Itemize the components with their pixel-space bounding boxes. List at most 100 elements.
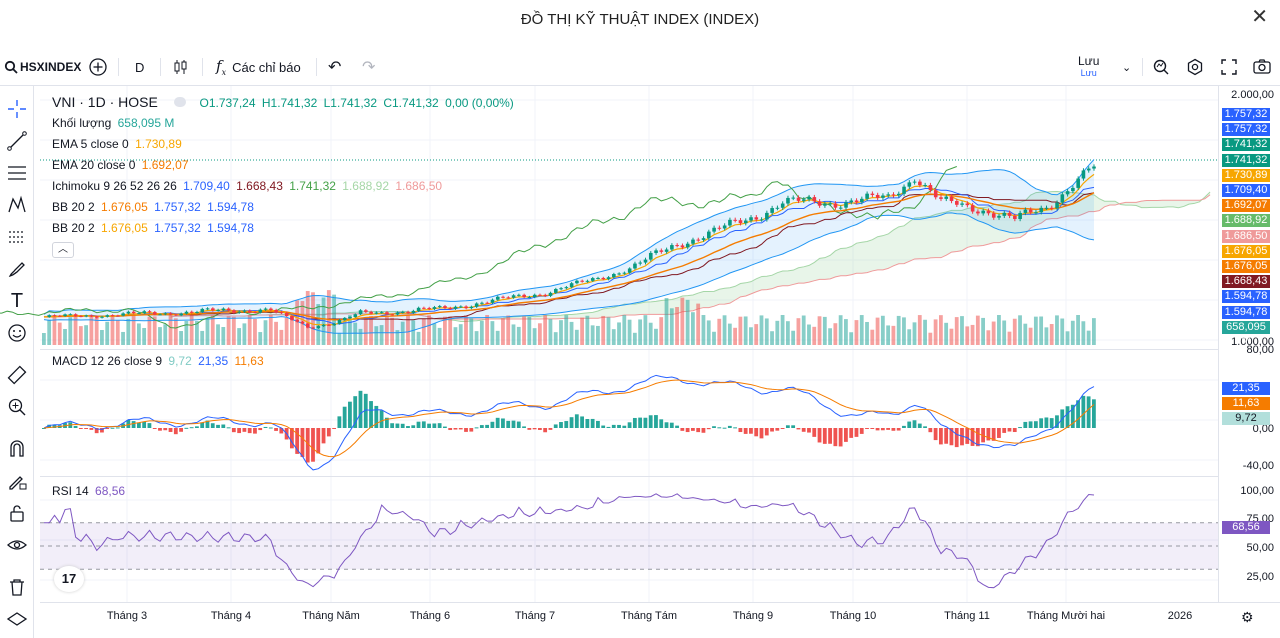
volume-bar: [253, 318, 257, 345]
interval-button[interactable]: D: [135, 59, 145, 75]
macd-histogram-bar: [960, 428, 964, 446]
legend-ema5[interactable]: EMA 5 close 0 1.730,89: [52, 137, 185, 151]
trash-icon[interactable]: [4, 574, 30, 600]
pattern-icon[interactable]: [4, 192, 30, 218]
brush-icon[interactable]: [4, 256, 30, 282]
volume-bar: [78, 326, 83, 345]
candle-body: [501, 296, 505, 298]
zoom-in-icon[interactable]: [4, 394, 30, 420]
candle-body: [696, 239, 701, 241]
volume-bar: [179, 331, 183, 345]
volume-bar: [363, 317, 368, 345]
volume-bar: [648, 322, 653, 345]
trend-line-icon[interactable]: [4, 128, 30, 154]
volume-bar: [258, 332, 263, 345]
fib-retracement-icon[interactable]: [4, 160, 30, 186]
legend-bb1[interactable]: BB 20 2 1.676,05 1.757,32 1.594,78: [52, 200, 257, 214]
emoji-icon[interactable]: [4, 320, 30, 346]
legend-ema20[interactable]: EMA 20 close 0 1.692,07: [52, 158, 191, 172]
chart-type-button[interactable]: [172, 48, 190, 86]
quick-search-button[interactable]: [1152, 48, 1170, 86]
settings-button[interactable]: [1186, 48, 1204, 86]
macd-histogram-bar: [89, 428, 94, 430]
volume-bar: [73, 316, 78, 345]
window-titlebar: ĐỒ THỊ KỸ THUẬT INDEX (INDEX) ✕: [0, 0, 1280, 46]
volume-bar: [770, 331, 774, 345]
projection-icon[interactable]: [4, 224, 30, 250]
axis-settings-icon[interactable]: ⚙: [1241, 609, 1254, 625]
macd-histogram-bar: [395, 423, 400, 428]
collapse-legend-button[interactable]: ︿: [52, 242, 74, 258]
macd-histogram-bar: [543, 428, 548, 433]
lock-icon[interactable]: [4, 500, 30, 526]
price-tag: 658,095 M: [1222, 320, 1270, 346]
macd-histogram-bar: [717, 427, 722, 429]
add-symbol-button[interactable]: [88, 48, 108, 86]
candle-body: [712, 227, 716, 232]
magnet-icon[interactable]: [4, 436, 30, 462]
candle-body: [179, 313, 183, 316]
text-tool-icon[interactable]: T: [10, 289, 24, 312]
candle-body: [849, 200, 854, 203]
collapse-button[interactable]: [174, 97, 187, 107]
candle-body: [854, 200, 859, 203]
symbol-search[interactable]: HSXINDEX: [4, 48, 81, 86]
crosshair-icon[interactable]: [4, 96, 30, 122]
volume-bar: [432, 323, 437, 345]
undo-icon[interactable]: ↶: [328, 59, 342, 76]
macd-histogram-bar: [743, 428, 748, 434]
snapshot-button[interactable]: [1252, 48, 1272, 86]
macd-histogram-bar: [923, 426, 927, 428]
price-axis-bottom: 1.000,00: [1231, 336, 1274, 348]
volume-bar: [142, 327, 147, 345]
pane-divider[interactable]: [40, 476, 1218, 477]
redo-icon[interactable]: ↷: [362, 59, 376, 76]
ruler-icon[interactable]: [4, 362, 30, 388]
candle-body: [153, 312, 157, 315]
legend-bb2[interactable]: BB 20 2 1.676,05 1.757,32 1.594,78: [52, 221, 257, 235]
volume-bar: [94, 317, 99, 345]
volume-bar: [791, 330, 796, 345]
save-button[interactable]: Lưu Lưu: [1078, 48, 1099, 86]
volume-bar: [495, 330, 500, 345]
macd-histogram-bar: [168, 428, 173, 432]
macd-histogram-bar: [216, 424, 220, 428]
volume-bar: [923, 319, 927, 345]
legend-macd[interactable]: MACD 12 26 close 9 9,72 21,35 11,63: [52, 354, 267, 368]
layers-icon[interactable]: [4, 608, 30, 634]
candle-body: [796, 197, 801, 201]
legend-ichimoku[interactable]: Ichimoku 9 26 52 26 26 1.709,40 1.668,43…: [52, 179, 445, 193]
macd-histogram-bar: [1018, 427, 1022, 429]
legend-volume[interactable]: Khối lượng 658,095 M: [52, 116, 177, 130]
candle-body: [453, 306, 458, 309]
candle-body: [1060, 194, 1065, 203]
pane-divider[interactable]: [40, 349, 1218, 350]
volume-bar: [828, 328, 832, 345]
ichimoku-v4: 1.688,92: [342, 179, 390, 193]
macd-histogram-bar: [659, 419, 664, 428]
macd-histogram-bar: [638, 417, 643, 428]
drawing-toolbar: T: [0, 86, 34, 638]
ichimoku-kijun-line: [43, 192, 1095, 321]
fullscreen-button[interactable]: [1220, 48, 1238, 86]
close-icon[interactable]: ✕: [1251, 6, 1268, 28]
volume-bar: [981, 317, 985, 345]
macd-histogram-bar: [590, 418, 595, 428]
eye-icon[interactable]: [4, 532, 30, 558]
volume-bar: [875, 317, 880, 345]
candle-body: [801, 199, 806, 201]
macd-histogram-bar: [152, 428, 157, 429]
legend-rsi[interactable]: RSI 14 68,56: [52, 484, 128, 498]
candle-body: [738, 220, 743, 224]
macd-histogram-bar: [311, 428, 315, 462]
candle-body: [258, 309, 263, 313]
candle-body: [437, 306, 442, 308]
plus-circle-icon: [89, 58, 107, 76]
volume-bar: [601, 315, 606, 345]
tradingview-logo[interactable]: 17: [54, 566, 84, 592]
volume-bar: [606, 317, 611, 345]
chevron-down-icon[interactable]: ⌄: [1122, 61, 1132, 74]
lock-pencil-icon[interactable]: [4, 468, 30, 494]
indicators-button[interactable]: fx Các chỉ báo: [216, 48, 301, 86]
